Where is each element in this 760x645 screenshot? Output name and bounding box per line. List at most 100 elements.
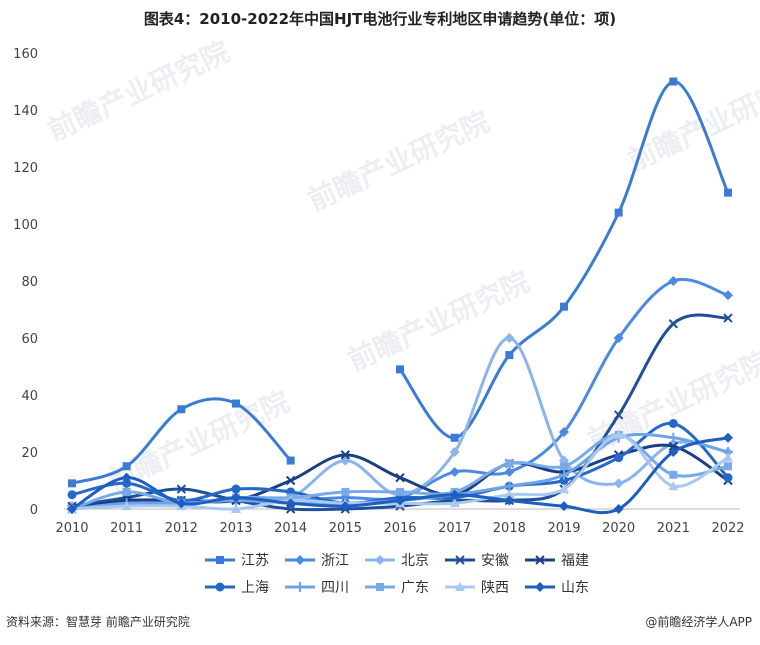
x-tick-label: 2017 bbox=[438, 521, 471, 536]
y-tick-label: 20 bbox=[21, 446, 38, 461]
legend-label: 安徽 bbox=[481, 553, 509, 569]
data-point bbox=[232, 399, 240, 408]
legend-label: 四川 bbox=[321, 580, 349, 596]
data-point bbox=[560, 302, 568, 311]
data-point bbox=[668, 276, 679, 286]
legend-label: 浙江 bbox=[321, 553, 349, 569]
data-point bbox=[613, 410, 624, 420]
x-tick-label: 2011 bbox=[110, 521, 143, 536]
legend-marker bbox=[295, 582, 305, 592]
legend-item: 四川 bbox=[285, 580, 349, 596]
y-tick-label: 140 bbox=[13, 104, 38, 119]
data-point bbox=[68, 479, 76, 488]
legend-marker bbox=[535, 555, 545, 565]
y-tick-label: 80 bbox=[21, 275, 38, 290]
x-tick-label: 2020 bbox=[602, 521, 635, 536]
data-point bbox=[559, 484, 569, 494]
legend-label: 山东 bbox=[561, 580, 589, 596]
legend-label: 陕西 bbox=[481, 580, 509, 596]
x-tick-label: 2022 bbox=[711, 521, 744, 536]
data-point bbox=[504, 489, 515, 499]
chart-title: 图表4：2010-2022年中国HJT电池行业专利地区申请趋势(单位：项) bbox=[143, 10, 617, 28]
x-tick-label: 2010 bbox=[55, 521, 88, 536]
data-point bbox=[723, 473, 733, 483]
series-line bbox=[70, 277, 730, 508]
legend-item: 山东 bbox=[525, 580, 589, 596]
y-tick-label: 100 bbox=[13, 218, 38, 233]
data-point bbox=[396, 487, 404, 496]
data-point bbox=[176, 484, 187, 494]
data-point bbox=[614, 453, 624, 463]
legend-marker bbox=[215, 582, 225, 592]
data-point bbox=[450, 433, 459, 442]
data-point bbox=[449, 498, 460, 508]
data-point bbox=[723, 432, 733, 443]
legend-item: 福建 bbox=[525, 553, 589, 569]
legend-marker bbox=[535, 582, 545, 592]
data-point bbox=[504, 495, 515, 506]
legend-label: 上海 bbox=[241, 580, 269, 596]
data-point bbox=[613, 504, 624, 514]
legend-label: 北京 bbox=[401, 553, 429, 569]
legend-item: 北京 bbox=[365, 553, 429, 569]
x-tick-label: 2012 bbox=[165, 521, 198, 536]
series-line bbox=[70, 313, 730, 512]
legend-label: 福建 bbox=[561, 553, 589, 569]
legend-label: 江苏 bbox=[241, 553, 269, 569]
y-tick-label: 160 bbox=[13, 47, 38, 62]
data-point bbox=[559, 469, 569, 480]
data-point bbox=[504, 466, 515, 477]
x-tick-label: 2013 bbox=[219, 521, 252, 536]
data-point bbox=[122, 462, 131, 471]
data-point bbox=[504, 333, 515, 343]
legend-marker bbox=[376, 583, 384, 591]
data-point bbox=[285, 475, 296, 486]
data-point bbox=[122, 487, 131, 496]
legend-item: 江苏 bbox=[205, 553, 269, 569]
data-point bbox=[395, 495, 405, 506]
series-line bbox=[398, 80, 730, 440]
data-point bbox=[285, 498, 296, 509]
data-point bbox=[504, 481, 515, 492]
x-tick-label: 2021 bbox=[657, 521, 690, 536]
y-tick-label: 0 bbox=[30, 503, 38, 518]
legend-item: 浙江 bbox=[285, 553, 349, 569]
x-tick-label: 2016 bbox=[383, 521, 416, 536]
data-point bbox=[559, 427, 569, 438]
data-point bbox=[668, 419, 678, 428]
legend-marker bbox=[375, 555, 385, 565]
series-1 bbox=[68, 77, 732, 488]
source-note: 资料来源：智慧芽 前瞻产业研究院 bbox=[6, 615, 190, 629]
data-point bbox=[67, 490, 77, 500]
legend-item: 陕西 bbox=[445, 580, 509, 596]
y-tick-label: 40 bbox=[21, 389, 38, 404]
data-point bbox=[449, 489, 460, 500]
data-point bbox=[231, 504, 241, 513]
data-point bbox=[395, 472, 405, 483]
data-point bbox=[286, 456, 295, 465]
data-point bbox=[723, 452, 733, 462]
legend-marker bbox=[455, 582, 465, 591]
data-point bbox=[341, 487, 350, 496]
data-point bbox=[668, 481, 679, 491]
legend-label: 广东 bbox=[401, 580, 429, 596]
y-tick-label: 60 bbox=[21, 332, 38, 347]
series-line bbox=[70, 336, 730, 508]
data-point bbox=[176, 498, 187, 509]
data-point bbox=[121, 472, 132, 483]
data-point bbox=[396, 365, 404, 374]
data-point bbox=[505, 459, 514, 468]
legend-item: 广东 bbox=[365, 580, 429, 596]
data-point bbox=[231, 484, 241, 494]
data-point bbox=[559, 501, 569, 512]
legend-marker bbox=[295, 555, 305, 565]
data-point bbox=[121, 501, 132, 511]
data-point bbox=[449, 466, 460, 477]
data-point bbox=[614, 208, 623, 217]
data-point bbox=[724, 462, 732, 471]
legend-marker bbox=[455, 555, 465, 565]
data-point bbox=[231, 492, 241, 503]
data-point bbox=[668, 319, 679, 329]
data-point bbox=[724, 188, 732, 197]
data-point bbox=[559, 476, 569, 485]
